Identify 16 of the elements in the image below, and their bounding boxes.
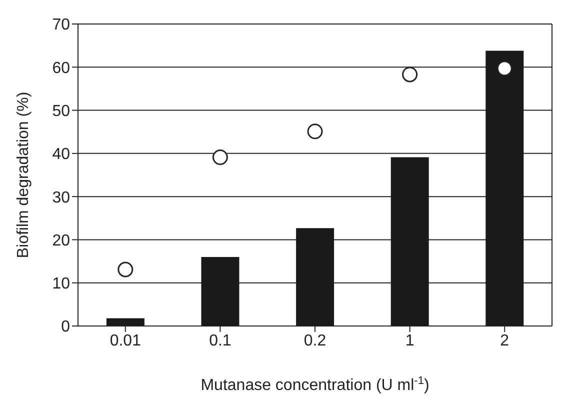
x-tick-label: 0.2 [304, 332, 326, 350]
y-tick-label: 20 [52, 232, 70, 250]
x-tick-label: 0.1 [209, 332, 232, 350]
x-tick-label: 0.01 [110, 332, 142, 350]
y-tick-label: 70 [52, 16, 70, 34]
y-tick-label: 30 [52, 189, 70, 206]
x-tick-label: 1 [405, 332, 414, 350]
y-tick-label: 50 [52, 102, 70, 120]
y-tick-label: 10 [52, 276, 70, 293]
x-tick-label: 2 [500, 332, 510, 350]
y-axis-title: Biofilm degradation (%) [15, 92, 32, 258]
x-axis-title: Mutanase concentration (U ml$^{-1}$) [200, 375, 430, 394]
y-tick-label: 40 [52, 146, 70, 164]
y-tick-label: 60 [52, 60, 70, 77]
point [496, 60, 512, 76]
y-tick-label: 0 [61, 318, 70, 336]
